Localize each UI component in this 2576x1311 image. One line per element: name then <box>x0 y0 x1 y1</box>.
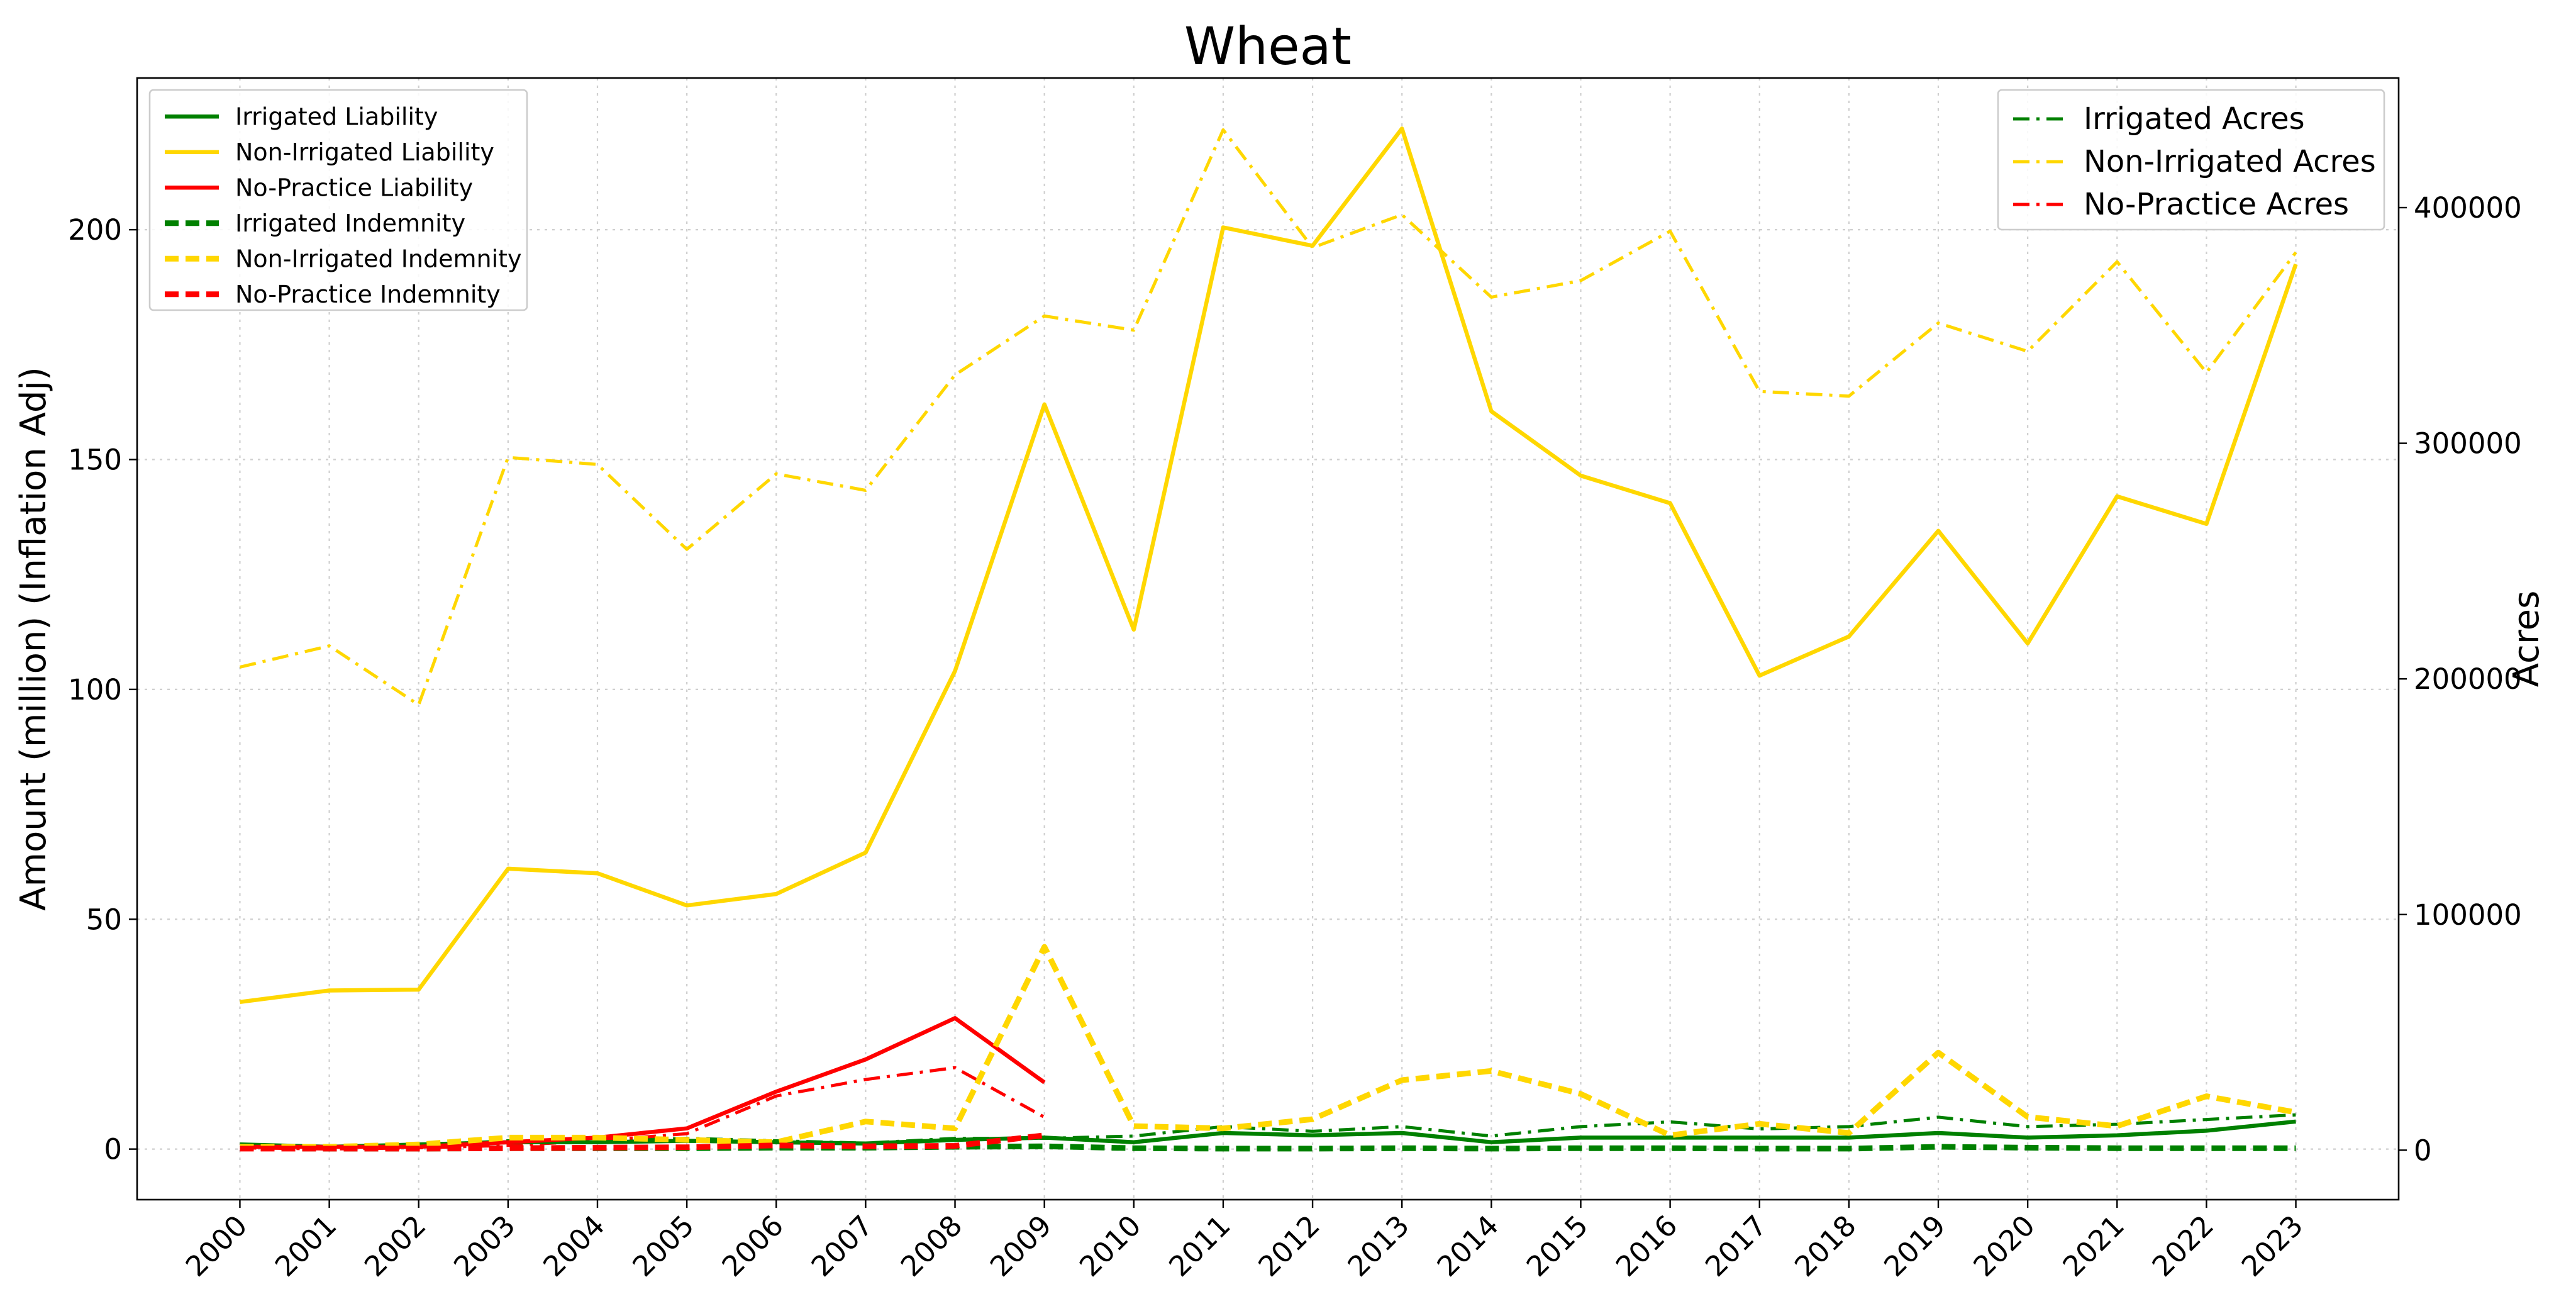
legend-label-amount-5: No-Practice Indemnity <box>235 281 501 308</box>
legend-label-amount-1: Non-Irrigated Liability <box>235 138 494 166</box>
series-line-amount-0 <box>240 1119 2296 1149</box>
y-axis-title: Amount (million) (Inflation Adj) <box>13 367 54 911</box>
y2-tick-label: 100000 <box>2414 898 2522 932</box>
legend-frame <box>1997 89 2385 231</box>
legend-label-acres-1: Non-Irrigated Acres <box>2084 144 2376 179</box>
y2-tick-label: 0 <box>2414 1134 2432 1167</box>
legend-label-acres-0: Irrigated Acres <box>2084 101 2305 137</box>
y-tick-label: 100 <box>68 673 122 706</box>
y-axis-left: 0 50 100 150 200 <box>68 213 137 1166</box>
y-tick-label: 150 <box>68 444 122 477</box>
y-tick-label: 0 <box>104 1133 122 1166</box>
series-line-amount-5 <box>240 1132 1045 1152</box>
y-tick-label: 50 <box>86 903 122 936</box>
y-tick-label: 200 <box>68 213 122 247</box>
chart-title: Wheat <box>1184 17 1352 77</box>
series-line-amount-4 <box>240 944 2297 1150</box>
legend-liability-indemnity: Irrigated Liability Non-Irrigated Liabili… <box>148 89 528 311</box>
legend-acres: Irrigated Acres Non-Irrigated Acres No-Pra… <box>1997 89 2385 231</box>
series-line-acres-1 <box>239 128 2297 706</box>
legend-label-amount-3: Irrigated Indemnity <box>235 209 465 237</box>
series-lines <box>239 126 2298 1152</box>
legend-label-amount-0: Irrigated Liability <box>235 103 438 130</box>
y-axis-right: 0 100000 200000 300000 400000 <box>2399 191 2522 1167</box>
legend-label-amount-2: No-Practice Liability <box>235 174 473 201</box>
legend-label-acres-2: No-Practice Acres <box>2084 187 2349 222</box>
series-line-amount-1 <box>240 126 2298 1005</box>
y2-tick-label: 200000 <box>2414 662 2522 696</box>
y2-tick-label: 400000 <box>2414 191 2522 225</box>
y2-tick-label: 300000 <box>2414 427 2522 460</box>
legend-label-amount-4: Non-Irrigated Indemnity <box>235 245 522 272</box>
legend-frame <box>148 89 528 311</box>
plot-frame <box>136 77 2400 1201</box>
y2-axis-title: Acres <box>2506 591 2547 688</box>
grid-lines <box>137 78 2399 1200</box>
